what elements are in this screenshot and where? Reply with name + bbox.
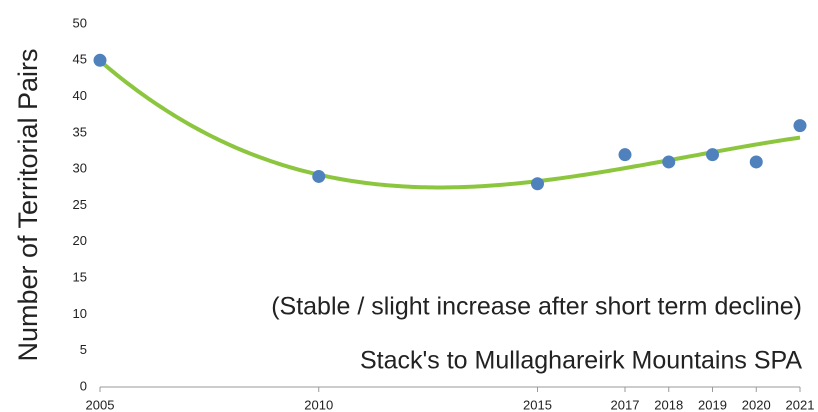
x-tick-label: 2021 [786,397,815,412]
data-point [618,148,632,162]
data-point [706,148,719,162]
x-tick-label: 2017 [611,397,640,412]
trendline [98,59,801,190]
annotation: Stack's to Mullaghareirk Mountains SPA [360,347,802,375]
data-point [312,169,326,183]
y-tick-label: 45 [73,52,87,67]
data-point [93,53,107,67]
y-tick-label: 5 [80,342,87,357]
data-point [793,119,807,133]
y-tick-label: 0 [80,378,87,393]
y-tick-label: 50 [73,15,87,30]
data-point [662,155,676,169]
y-tick-label: 15 [73,270,87,285]
y-tick-label: 40 [73,88,87,103]
data-point [749,155,763,169]
y-tick-label: 10 [73,306,87,321]
y-axis-label: Number of Territorial Pairs [13,48,43,361]
y-tick-label: 35 [73,124,87,139]
x-tick-label: 2010 [304,397,333,412]
data-point [531,177,544,191]
y-tick-label: 25 [73,197,87,212]
x-tick-label: 2015 [523,397,552,412]
x-tick-label: 2019 [698,397,727,412]
x-tick-label: 2018 [654,397,683,412]
y-tick-label: 20 [73,233,87,248]
x-tick-label: 2020 [742,397,771,412]
x-tick-label: 2005 [86,397,115,412]
y-tick-label: 30 [73,161,87,176]
annotation: (Stable / slight increase after short te… [271,293,802,321]
